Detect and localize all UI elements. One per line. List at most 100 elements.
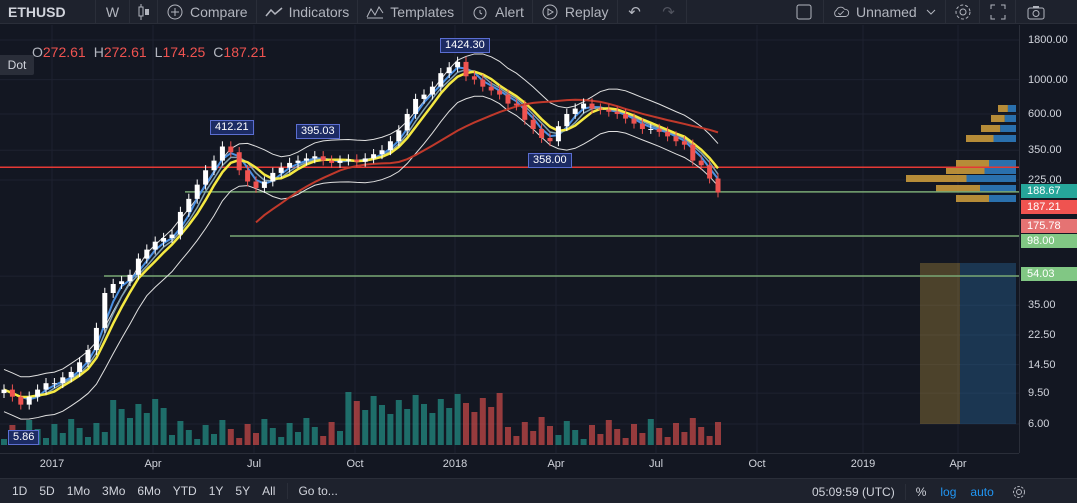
- candle-body: [270, 172, 276, 182]
- candle-body: [446, 67, 452, 74]
- volume-bar: [160, 408, 167, 445]
- candle-body: [337, 160, 343, 163]
- volume-bar: [647, 419, 654, 445]
- candle-body: [648, 128, 654, 130]
- candle-body: [93, 327, 99, 351]
- volume-bar: [437, 399, 444, 445]
- candle-body: [387, 141, 393, 151]
- volume-bar: [580, 439, 587, 445]
- volume-profile-row: [956, 160, 989, 167]
- candle-body: [589, 103, 595, 109]
- replay-button[interactable]: Replay: [533, 0, 618, 24]
- volume-bar: [387, 414, 394, 445]
- volume-bar: [698, 427, 705, 445]
- candle-body: [631, 118, 637, 124]
- undo-button[interactable]: ↶: [618, 0, 652, 24]
- range-button-5d[interactable]: 5D: [39, 484, 55, 498]
- candle-body: [177, 211, 183, 235]
- fullscreen-icon: [989, 3, 1007, 21]
- candle-body: [362, 158, 368, 162]
- volume-bar: [521, 422, 528, 445]
- snapshot-button[interactable]: [1016, 0, 1056, 24]
- indicators-button[interactable]: Indicators: [257, 0, 359, 24]
- range-button-all[interactable]: All: [262, 484, 276, 498]
- range-button-ytd[interactable]: YTD: [172, 484, 197, 498]
- range-button-1y[interactable]: 1Y: [208, 484, 224, 498]
- time-tick-label: 2017: [39, 458, 65, 470]
- volume-bar: [43, 438, 49, 445]
- alert-button[interactable]: Alert: [463, 0, 533, 24]
- candle-body: [169, 234, 175, 239]
- alert-icon: [471, 3, 489, 21]
- close-key: C: [213, 44, 224, 60]
- price-axis[interactable]: 1800.00 1000.00 600.00 350.00 225.00 35.00 22.…: [1019, 25, 1077, 453]
- volume-bar: [278, 437, 285, 445]
- volume-bar: [555, 435, 562, 445]
- chevron-down-icon: [925, 3, 937, 21]
- symbol-search[interactable]: ETHUSD: [0, 0, 96, 24]
- volume-bar: [479, 398, 486, 445]
- low-key: L: [154, 44, 163, 60]
- candle-body: [354, 159, 360, 162]
- candle-body: [236, 152, 242, 171]
- candle-body: [261, 181, 267, 188]
- replay-icon: [541, 3, 559, 21]
- candle-body: [26, 396, 32, 405]
- compare-button[interactable]: Compare: [158, 0, 257, 24]
- range-button-5y[interactable]: 5Y: [235, 484, 251, 498]
- range-button-1d[interactable]: 1D: [12, 484, 28, 498]
- volume-bar: [169, 435, 175, 445]
- candle-body: [614, 111, 620, 114]
- select-button[interactable]: [784, 0, 824, 24]
- redo-button[interactable]: ↷: [652, 0, 687, 24]
- volume-profile-row: [981, 125, 1001, 132]
- percent-toggle[interactable]: %: [915, 484, 927, 499]
- candle-body: [522, 105, 528, 120]
- candle-body: [9, 389, 15, 397]
- candle-body: [572, 108, 578, 114]
- volume-bar: [496, 393, 503, 445]
- range-button-1mo[interactable]: 1Mo: [66, 484, 91, 498]
- candle-body: [119, 281, 125, 285]
- time-tick-label: Apr: [547, 458, 565, 470]
- gear-icon[interactable]: [1012, 485, 1026, 499]
- volume-bar: [681, 432, 688, 445]
- settings-button[interactable]: [946, 0, 980, 24]
- volume-bar: [127, 418, 133, 445]
- layout-button[interactable]: Unnamed: [824, 0, 946, 24]
- candle-body: [488, 86, 494, 91]
- dot-toggle-button[interactable]: Dot: [0, 55, 34, 75]
- time-axis[interactable]: 2017 Apr Jul Oct 2018 Apr Jul Oct 2019 Apr: [0, 453, 1019, 476]
- volume-profile: [906, 105, 1016, 424]
- auto-toggle[interactable]: auto: [970, 484, 994, 499]
- cloud-icon: [832, 3, 850, 21]
- volume-bar: [597, 434, 604, 445]
- candle-body: [564, 113, 570, 127]
- volume-bar: [395, 400, 402, 445]
- separator: [904, 483, 906, 500]
- time-tick-label: Jul: [648, 458, 664, 470]
- low-value: 174.25: [162, 44, 206, 60]
- chart-type-button[interactable]: [130, 0, 158, 24]
- candle-body: [194, 184, 200, 199]
- candle-body: [51, 383, 57, 385]
- time-tick-label: Jul: [246, 458, 262, 470]
- candle-body: [597, 108, 603, 110]
- range-button-3mo[interactable]: 3Mo: [102, 484, 126, 498]
- volume-bar: [51, 424, 58, 445]
- templates-button[interactable]: Templates: [358, 0, 464, 24]
- log-toggle[interactable]: log: [940, 484, 957, 499]
- range-button-6mo[interactable]: 6Mo: [137, 484, 161, 498]
- candle-body: [656, 128, 662, 132]
- templates-icon: [366, 3, 384, 21]
- fullscreen-button[interactable]: [980, 0, 1016, 24]
- candle-body: [413, 98, 419, 114]
- volume-bar: [328, 422, 335, 445]
- compare-label: Compare: [190, 3, 248, 20]
- interval-button[interactable]: W: [96, 0, 130, 24]
- candle-body: [245, 170, 251, 182]
- goto-button[interactable]: Go to...: [298, 484, 338, 498]
- chart-canvas[interactable]: [0, 25, 1019, 453]
- candle-body: [186, 198, 192, 212]
- candle-body: [312, 156, 318, 159]
